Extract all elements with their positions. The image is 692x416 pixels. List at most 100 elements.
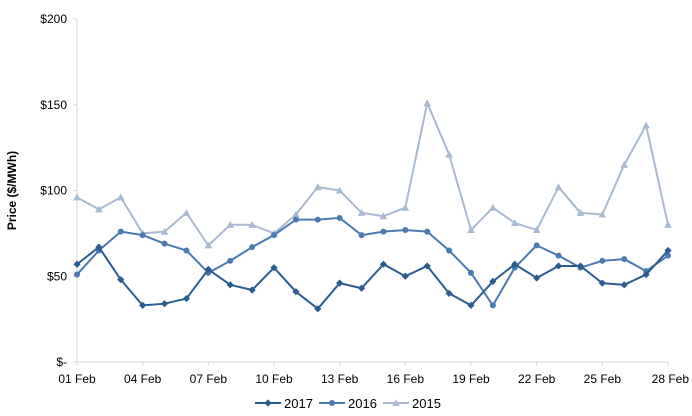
data-point-2015	[226, 221, 235, 228]
data-point-2017	[379, 260, 388, 268]
data-point-2016	[468, 269, 474, 276]
data-point-2015	[489, 203, 497, 211]
data-point-2016	[533, 242, 540, 249]
data-point-2017	[489, 277, 497, 285]
data-point-2017	[336, 279, 344, 287]
data-point-2016	[446, 247, 453, 254]
data-point-2017	[139, 301, 147, 310]
legend-marker	[264, 399, 272, 407]
data-point-2017	[445, 289, 453, 297]
data-point-2015	[379, 212, 388, 220]
data-point-2017	[620, 281, 628, 289]
legend-item-2015: 2015	[383, 396, 441, 411]
y-axis-label: Price ($/MWh)	[5, 151, 19, 230]
series-2017	[73, 243, 672, 313]
series-2016	[74, 214, 671, 309]
data-point-2016	[117, 228, 124, 235]
data-point-2015	[576, 208, 585, 216]
data-point-2016	[358, 232, 365, 239]
data-point-2017	[95, 243, 103, 251]
data-point-2017	[554, 262, 563, 270]
data-point-2017	[664, 246, 672, 255]
x-tick-label: 10 Feb	[255, 372, 293, 386]
data-point-2015	[401, 203, 410, 211]
legend-marker	[329, 400, 335, 406]
data-point-2017	[598, 279, 606, 287]
data-point-2016	[621, 256, 628, 263]
legend-item-2016: 2016	[319, 396, 377, 411]
data-point-2016	[249, 244, 256, 251]
data-point-2016	[336, 214, 343, 221]
data-point-2015	[182, 208, 191, 216]
data-point-2016	[380, 228, 387, 235]
data-point-2015	[116, 193, 125, 201]
data-point-2015	[95, 205, 103, 213]
x-tick-label: 04 Feb	[124, 372, 162, 386]
x-tick-label: 22 Feb	[518, 372, 556, 386]
data-point-2015	[620, 160, 629, 168]
data-point-2017	[248, 286, 256, 294]
x-tick-label: 19 Feb	[452, 372, 490, 386]
data-point-2015	[598, 210, 607, 218]
data-point-2017	[226, 281, 234, 289]
data-point-2015	[467, 226, 475, 233]
data-point-2015	[248, 221, 256, 228]
data-point-2015	[664, 221, 672, 228]
y-tick-label: $200	[40, 12, 67, 26]
data-point-2017	[467, 301, 475, 310]
data-point-2015	[313, 183, 322, 191]
axes-layer	[76, 19, 668, 363]
data-point-2017	[401, 272, 409, 280]
data-point-2015	[335, 186, 344, 194]
data-point-2016	[555, 252, 562, 259]
data-point-2017	[270, 264, 278, 272]
series-2015	[73, 99, 672, 249]
data-point-2016	[183, 247, 190, 254]
data-point-2016	[271, 232, 277, 239]
data-point-2016	[161, 240, 168, 247]
data-point-2017	[423, 262, 431, 270]
data-point-2017	[533, 274, 541, 282]
data-point-2017	[576, 262, 585, 270]
data-point-2015	[73, 193, 81, 201]
data-point-2017	[204, 265, 212, 273]
series-line-2015	[76, 102, 669, 247]
data-point-2016	[74, 271, 80, 278]
data-point-2015	[445, 150, 453, 158]
x-tick-labels: 01 Feb 04 Feb 07 Feb 10 Feb 13 Feb 16 Feb 19 F…	[58, 362, 689, 386]
data-point-2017	[314, 305, 322, 313]
data-point-2017	[292, 288, 300, 296]
data-point-2017	[182, 294, 191, 303]
y-tick-label: $50	[47, 269, 67, 283]
legend-label: 2015	[412, 396, 441, 411]
y-tick-labels: $- $50 $100 $150 $200	[40, 12, 77, 369]
data-point-2015	[510, 219, 519, 227]
y-tick-label: $100	[40, 184, 67, 198]
legend-item-2017: 2017	[255, 396, 313, 411]
data-point-2016	[292, 216, 299, 223]
data-point-2017	[160, 300, 169, 308]
x-tick-label: 16 Feb	[387, 372, 425, 386]
data-point-2016	[665, 252, 671, 259]
data-point-2016	[227, 257, 234, 264]
legend: 2017 2016 2015	[255, 396, 441, 411]
data-point-2016	[489, 302, 496, 309]
data-point-2017	[511, 260, 519, 268]
data-point-2016	[314, 216, 321, 223]
data-point-2017	[642, 270, 650, 279]
x-tick-label: 25 Feb	[584, 372, 622, 386]
y-tick-label: $150	[40, 98, 67, 112]
data-point-2015	[204, 241, 213, 249]
data-point-2016	[424, 228, 431, 235]
data-point-2017	[73, 260, 81, 268]
series-layer	[73, 99, 672, 313]
x-tick-label: 28 Feb	[652, 372, 690, 386]
legend-marker	[392, 399, 400, 407]
data-point-2015	[292, 210, 300, 218]
data-point-2017	[117, 276, 125, 284]
data-point-2016	[402, 226, 409, 233]
data-point-2015	[532, 226, 541, 233]
data-point-2015	[554, 183, 563, 191]
